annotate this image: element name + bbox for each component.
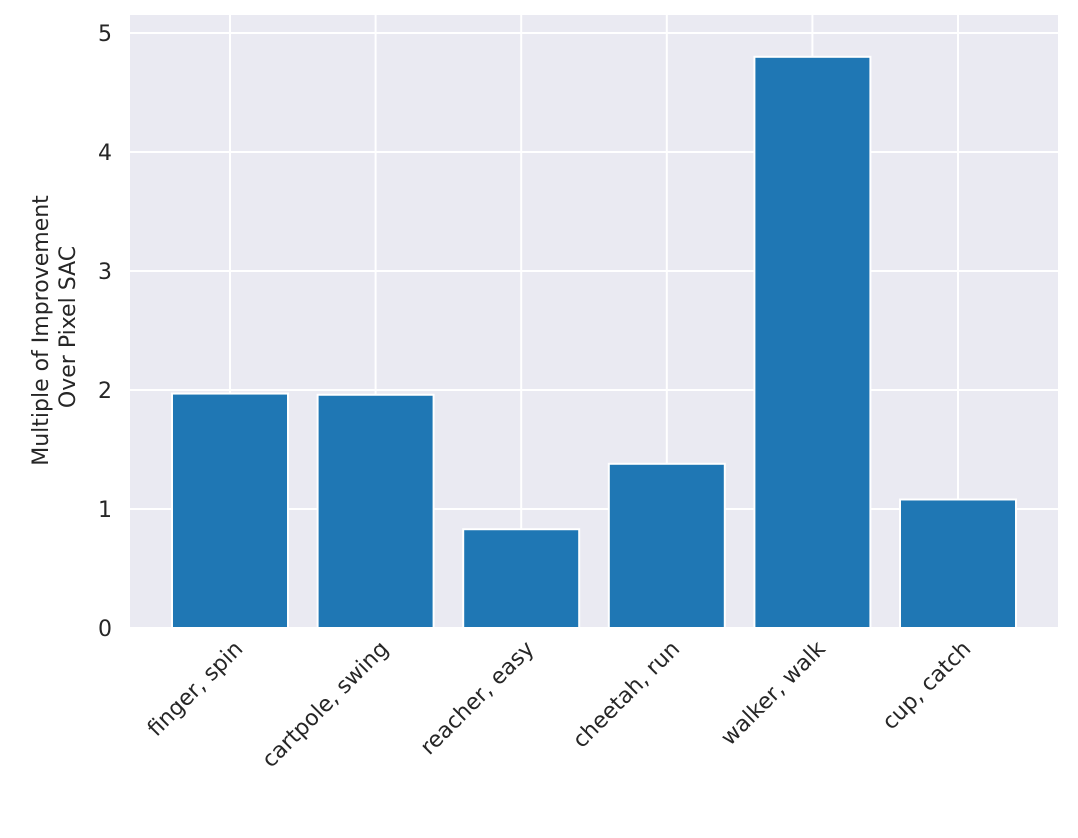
bar-0 <box>171 392 289 629</box>
x-axis-ticks: finger, spin cartpole, swing reacher, easy… <box>143 636 976 773</box>
bar-5 <box>899 498 1017 630</box>
y-axis-label-line-1: Multiple of Improvement <box>29 195 54 466</box>
y-tick-label-5: 5 <box>98 22 112 47</box>
bars <box>171 55 1017 630</box>
x-tick-label-1: cartpole, swing <box>258 637 394 773</box>
bar-1 <box>316 393 435 630</box>
x-tick-label-0: finger, spin <box>143 637 248 742</box>
x-tick-label-2: reacher, easy <box>416 637 540 761</box>
y-axis-label: Multiple of Improvement Over Pixel SAC <box>29 188 81 466</box>
y-axis-label-line-2: Over Pixel SAC <box>56 246 81 408</box>
y-tick-label-1: 1 <box>98 498 112 523</box>
bar-2 <box>462 528 581 629</box>
y-tick-label-0: 0 <box>98 617 112 642</box>
x-tick-label-4: walker, walk <box>716 636 830 750</box>
y-tick-label-4: 4 <box>98 141 112 166</box>
y-axis-ticks: 0 1 2 3 4 5 <box>98 22 112 642</box>
x-tick-label-3: cheetah, run <box>568 637 685 754</box>
bar-3 <box>607 462 726 629</box>
y-tick-label-2: 2 <box>98 379 112 404</box>
bar-4 <box>753 55 872 630</box>
x-tick-label-5: cup, catch <box>878 637 976 735</box>
y-tick-label-3: 3 <box>98 260 112 285</box>
